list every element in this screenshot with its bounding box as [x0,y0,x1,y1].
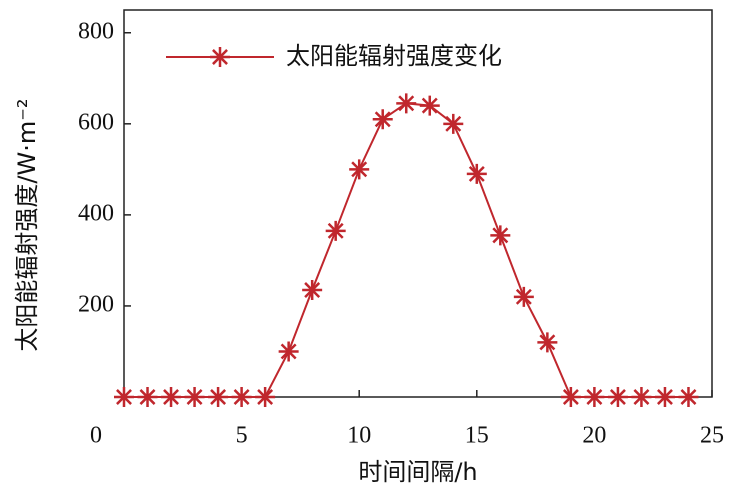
point-marker [255,387,276,407]
point-marker [631,387,652,407]
x-tick-label: 15 [465,423,489,449]
x-tick-label: 5 [236,423,248,449]
point-marker [302,280,323,301]
legend-marker [210,47,230,67]
y-tick-label: 200 [78,291,114,317]
point-marker [654,387,675,407]
point-marker [466,163,487,184]
y-axis-label: 太阳能辐射强度/W·m⁻² [13,98,41,351]
x-tick-label: 20 [582,423,606,449]
y-tick-label: 600 [78,109,114,135]
x-tick-label: 25 [700,423,724,449]
y-tick-label: 400 [78,200,114,226]
point-marker [372,109,393,130]
plot-frame [123,9,713,398]
point-marker [184,387,205,407]
point-marker [278,341,299,362]
point-marker [490,225,511,246]
point-marker [607,387,628,407]
point-marker [443,113,464,134]
point-marker [114,387,134,407]
y-tick-label: 800 [78,18,114,44]
point-marker [537,332,558,353]
point-marker [396,93,417,114]
point-marker [231,387,252,407]
point-marker [349,159,370,180]
x-tick-label: 10 [347,423,371,449]
point-marker [584,387,605,407]
point-marker [678,387,699,407]
point-marker [419,95,440,116]
point-marker [513,286,534,307]
x-tick-label: 0 [90,423,102,449]
series-line [124,102,689,398]
point-marker [161,387,182,407]
point-marker [137,387,158,407]
point-marker [208,387,229,407]
legend-label: 太阳能辐射强度变化 [286,42,502,70]
point-marker [325,220,346,241]
x-axis-label: 时间间隔/h [358,458,477,486]
point-marker [560,387,581,407]
